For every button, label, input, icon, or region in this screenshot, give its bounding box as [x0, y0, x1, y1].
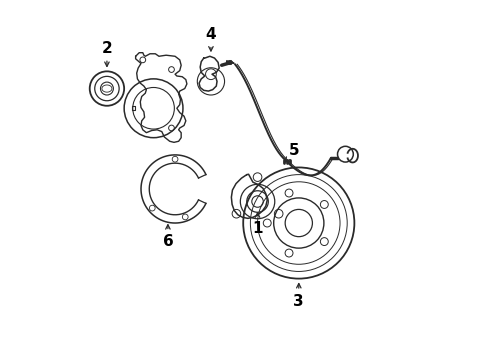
Circle shape [338, 146, 353, 162]
Text: 1: 1 [252, 213, 263, 236]
Text: 4: 4 [206, 27, 216, 51]
Text: 3: 3 [294, 284, 304, 309]
Text: 6: 6 [163, 225, 173, 249]
Text: 2: 2 [101, 41, 112, 67]
Text: 5: 5 [285, 143, 300, 163]
